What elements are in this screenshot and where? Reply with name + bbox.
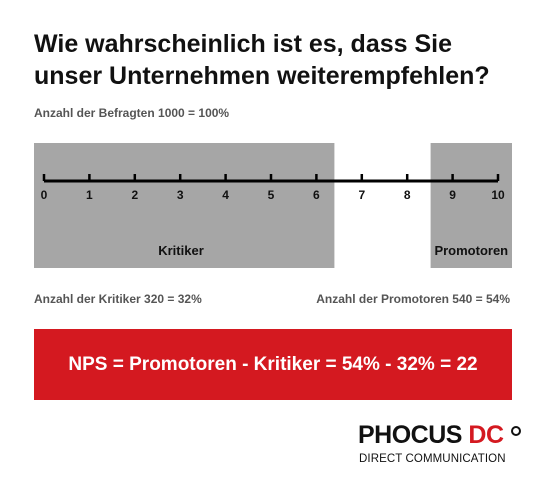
logo-tagline: DIRECT COMMUNICATION: [359, 453, 506, 465]
scale-tick-label: 2: [131, 188, 138, 202]
detractors-count: Anzahl der Kritiker 320 = 32%: [34, 292, 202, 306]
page-title: Wie wahrscheinlich ist es, dass Sie unse…: [34, 28, 524, 92]
promoters-count: Anzahl der Promotoren 540 = 54%: [316, 292, 510, 306]
logo-word-phocus: PHOCUS: [358, 421, 462, 449]
title-line-1: Wie wahrscheinlich ist es, dass Sie: [34, 30, 453, 58]
detractors-zone: [34, 143, 335, 268]
scale-tick-label: 4: [222, 188, 229, 202]
logo-word-dc: DC: [468, 421, 504, 449]
scale-tick-label: 5: [268, 188, 275, 202]
detractors-label: Kritiker: [158, 243, 204, 258]
scale-tick-label: 7: [358, 188, 365, 202]
respondents-count: Anzahl der Befragten 1000 = 100%: [34, 106, 230, 120]
promoters-label: Promotoren: [434, 243, 508, 258]
logo-wordmark: PHOCUS DC: [358, 420, 504, 450]
nps-scale: 0 1 2 3 4 5 6 7 8 9 10 Kritiker Promotoren: [34, 143, 512, 268]
scale-tick-label: 0: [41, 188, 48, 202]
nps-formula-banner: NPS = Promotoren - Kritiker = 54% - 32% …: [34, 329, 512, 400]
scale-tick-label: 8: [404, 188, 411, 202]
company-logo: PHOCUS DC DIRECT COMMUNICATION: [358, 420, 528, 470]
nps-formula: NPS = Promotoren - Kritiker = 54% - 32% …: [68, 353, 478, 375]
logo-ring-icon: [511, 426, 521, 436]
scale-tick-label: 6: [313, 188, 320, 202]
scale-tick-label: 9: [449, 188, 456, 202]
scale-ticks: 0 1 2 3 4 5 6 7 8 9 10: [41, 174, 505, 202]
scale-tick-label: 3: [177, 188, 184, 202]
scale-tick-label: 1: [86, 188, 93, 202]
promoters-zone: [430, 143, 512, 268]
scale-tick-label: 10: [491, 188, 505, 202]
title-line-2: unser Unternehmen weiterempfehlen?: [34, 62, 490, 90]
nps-scale-diagram: 0 1 2 3 4 5 6 7 8 9 10 Kritiker Promotoren: [34, 143, 512, 268]
